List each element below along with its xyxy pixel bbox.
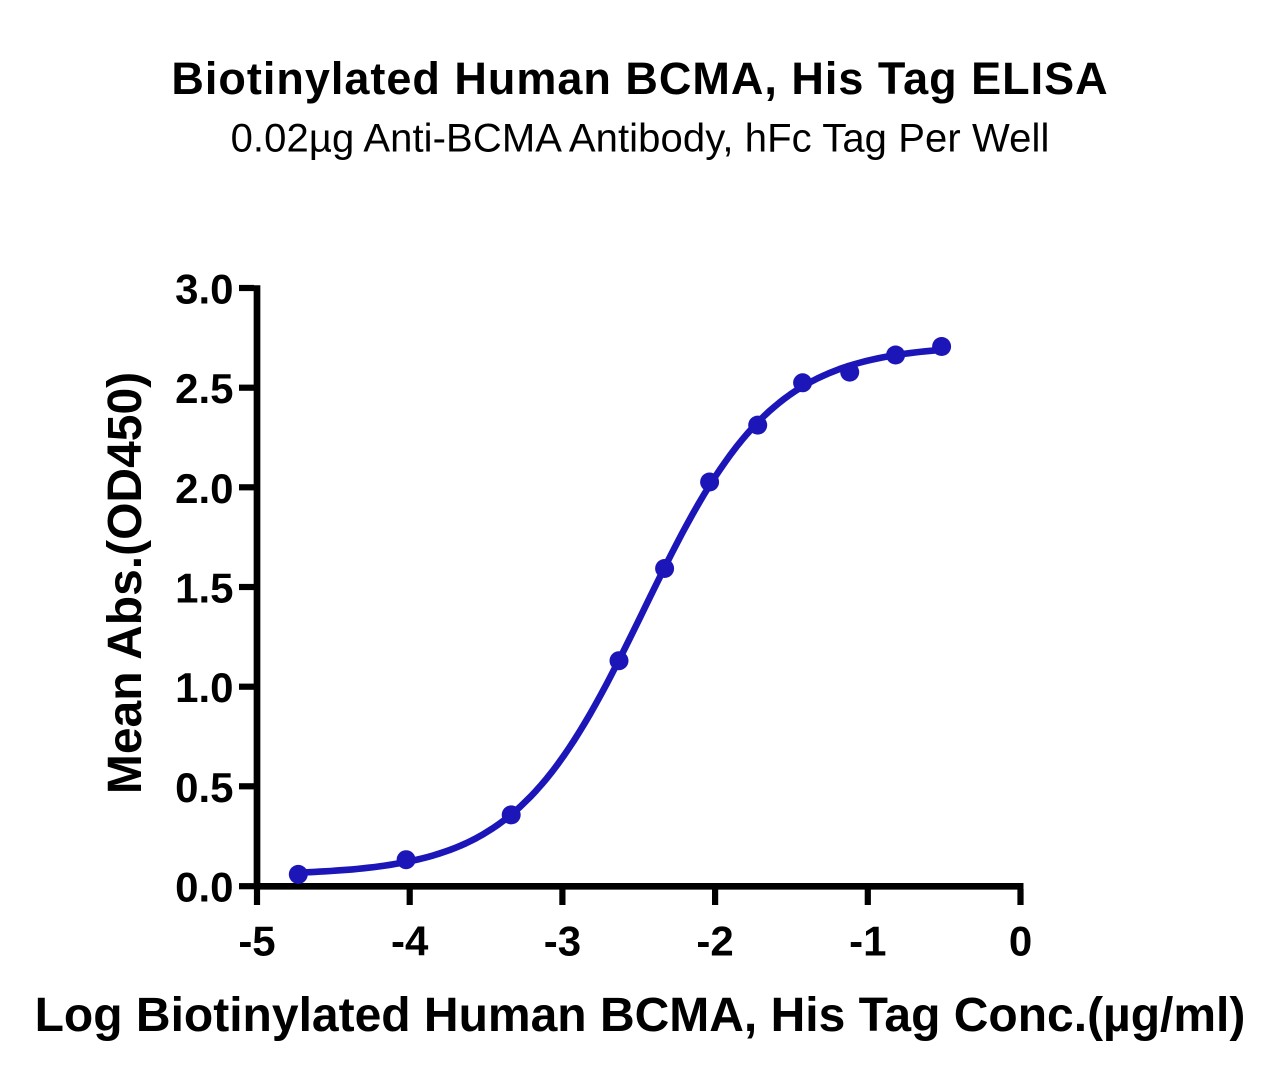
svg-text:-5: -5 [238,918,275,965]
svg-text:1.5: 1.5 [175,565,233,612]
svg-text:-4: -4 [391,918,429,965]
svg-text:1.0: 1.0 [175,664,233,711]
svg-text:-1: -1 [849,918,886,965]
svg-text:0.02µg Anti-BCMA Antibody, hFc: 0.02µg Anti-BCMA Antibody, hFc Tag Per W… [231,117,1050,161]
svg-text:-2: -2 [696,918,733,965]
svg-text:2.0: 2.0 [175,465,233,512]
svg-text:3.0: 3.0 [175,266,233,313]
svg-text:Mean Abs.(OD450): Mean Abs.(OD450) [99,372,152,794]
svg-text:0.0: 0.0 [175,864,233,911]
svg-text:Log Biotinylated Human BCMA, H: Log Biotinylated Human BCMA, His Tag Con… [35,989,1246,1042]
svg-text:2.5: 2.5 [175,365,233,412]
svg-text:0.5: 0.5 [175,764,233,811]
svg-text:0: 0 [1009,918,1032,965]
svg-text:Biotinylated Human BCMA, His T: Biotinylated Human BCMA, His Tag ELISA [171,53,1108,104]
svg-text:-3: -3 [544,918,581,965]
